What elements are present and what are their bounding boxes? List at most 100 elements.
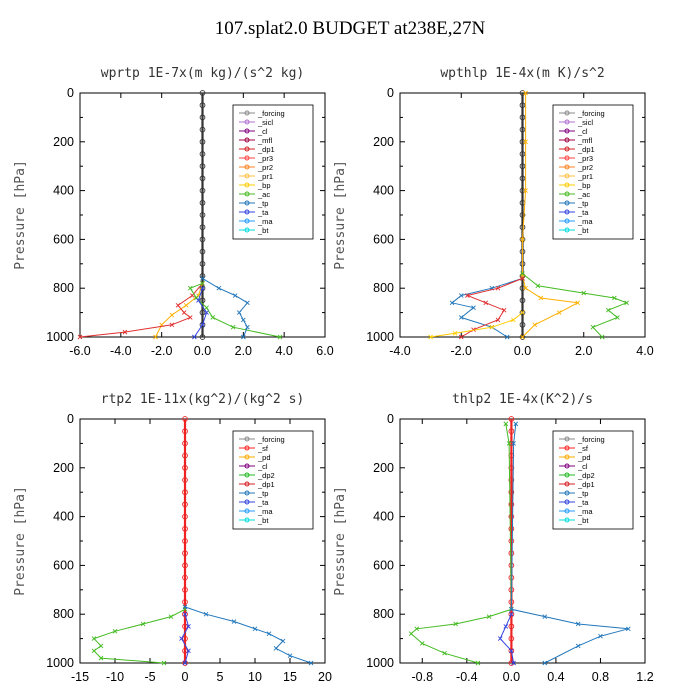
panel-title: rtp2 1E-11x(kg^2)/(kg^2 s) [101,392,305,407]
legend-marker [244,173,250,179]
data-point [542,614,548,619]
data-point [519,126,526,133]
data-point [182,428,188,435]
data-point [523,188,528,193]
data-point [200,281,205,286]
data-point [519,285,526,292]
legend-label: _ma [577,217,593,226]
legend-marker [564,182,570,188]
legend-marker [244,508,250,514]
data-point [520,276,525,281]
data-point [280,638,286,644]
legend-marker [564,472,570,478]
data-point [508,562,515,569]
data-point [182,562,188,569]
data-point [182,440,188,447]
y-tick-label: 0 [67,412,74,426]
data-point [199,334,206,340]
data-point [520,237,525,242]
data-point [182,611,188,617]
data-point [542,660,548,666]
legend-label: _pd [577,453,591,462]
data-point [199,260,206,267]
data-point [535,283,541,289]
data-point [179,636,184,641]
data-point [182,660,188,666]
data-point [428,334,433,340]
y-tick-label: 800 [53,281,74,295]
legend-label: _forcing [257,435,285,444]
data-point [458,293,464,298]
x-tick-label: 4.0 [275,344,292,358]
data-point [182,611,188,618]
y-tick-label: 1000 [46,656,74,670]
legend-label: _mfl [257,136,273,145]
data-point [98,655,104,661]
x-tick-label: 0.0 [514,344,531,358]
y-tick-label: 400 [373,184,394,198]
legend-marker [564,218,570,224]
data-point [575,300,580,306]
series-line [461,277,523,338]
data-point [495,285,501,291]
data-point [182,586,188,593]
legend-marker [244,472,250,478]
data-point [182,660,188,666]
data-point [508,525,515,532]
series-line [410,423,512,664]
y-tick-label: 800 [53,607,74,621]
data-point [605,307,611,313]
legend-marker [564,146,570,152]
x-tick-label: 10 [248,670,262,684]
data-point [77,334,83,340]
data-point [199,236,206,243]
data-point [287,653,293,658]
data-point [509,611,514,617]
data-point [519,187,526,194]
legend-marker [244,481,250,487]
legend-marker [244,191,250,197]
legend-label: _dp1 [257,480,275,489]
data-point [199,187,206,194]
legend-marker [564,508,570,514]
y-tick-label: 800 [373,607,394,621]
y-tick-label: 200 [53,135,74,149]
x-tick-label: 0.8 [592,670,609,684]
x-tick-label: 0.4 [547,670,564,684]
data-point [519,90,526,96]
data-point [216,285,222,291]
data-point [520,310,525,315]
legend-label: _ma [257,507,273,516]
legend-label: _bp [257,181,271,190]
legend-marker [564,481,570,487]
data-point [232,293,238,298]
x-tick-label: -5 [144,670,155,684]
data-point [140,621,146,627]
series-line [184,606,312,664]
data-point [266,631,272,637]
data-point [538,295,544,301]
legend-marker [564,119,570,125]
data-point [508,550,515,557]
x-tick-label: 2.0 [235,344,252,358]
data-point [495,317,501,323]
data-point [199,321,206,328]
data-point [452,331,458,336]
data-point [575,643,581,649]
data-point [612,295,617,301]
data-point [182,513,188,520]
legend-marker [244,490,250,496]
data-point [475,660,481,666]
legend-label: _tp [577,489,588,498]
legend-marker [244,200,250,206]
y-axis-label: Pressure [hPa] [13,486,28,596]
data-point [453,621,459,627]
data-point [519,297,526,304]
data-point [210,315,216,320]
legend-label: _ta [577,208,589,217]
legend-label: _bp [577,181,591,190]
data-point [471,305,476,311]
x-tick-label: -4.0 [389,344,411,358]
data-point [508,489,515,496]
